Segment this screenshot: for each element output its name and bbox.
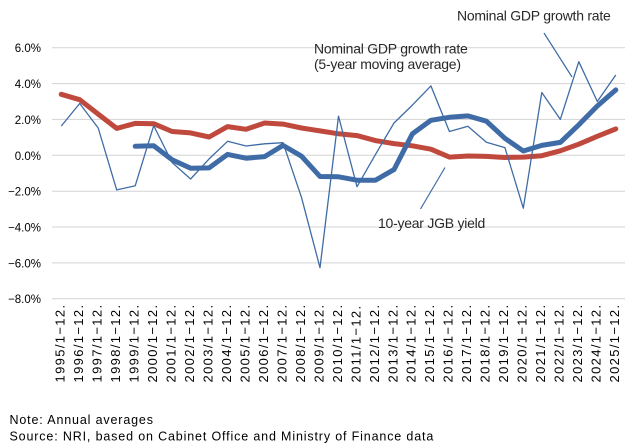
svg-text:2005/1−12.: 2005/1−12. (237, 304, 252, 383)
svg-text:2002/1−12.: 2002/1−12. (182, 304, 197, 383)
svg-text:2013/1−12.: 2013/1−12. (385, 304, 400, 383)
svg-text:1996/1−12.: 1996/1−12. (71, 304, 86, 383)
svg-text:2017/1−12.: 2017/1−12. (459, 304, 474, 383)
svg-text:Nominal GDP growth rate: Nominal GDP growth rate (314, 40, 468, 56)
svg-text:2025/1−12.: 2025/1−12. (607, 304, 622, 383)
svg-text:4.0%: 4.0% (15, 79, 41, 91)
svg-text:2024/1−12.: 2024/1−12. (589, 304, 604, 383)
svg-text:2009/1−12.: 2009/1−12. (311, 304, 326, 383)
svg-text:1995/1−12.: 1995/1−12. (53, 304, 68, 383)
svg-text:2014/1−12.: 2014/1−12. (404, 304, 419, 383)
svg-text:−2.0%: −2.0% (8, 187, 41, 199)
svg-text:10-year JGB yield: 10-year JGB yield (378, 215, 485, 231)
svg-text:2007/1−12.: 2007/1−12. (274, 304, 289, 383)
svg-text:Source: NRI, based on Cabinet: Source: NRI, based on Cabinet Office and… (10, 430, 435, 444)
svg-text:2004/1−12.: 2004/1−12. (219, 304, 234, 383)
svg-text:2023/1−12.: 2023/1−12. (570, 304, 585, 383)
svg-text:6.0%: 6.0% (15, 43, 41, 55)
svg-text:−8.0%: −8.0% (8, 294, 41, 306)
svg-text:2021/1−12.: 2021/1−12. (533, 304, 548, 383)
svg-text:2001/1−12.: 2001/1−12. (163, 304, 178, 383)
svg-text:1998/1−12.: 1998/1−12. (108, 304, 123, 383)
svg-text:2019/1−12.: 2019/1−12. (496, 304, 511, 383)
svg-text:2018/1−12.: 2018/1−12. (478, 304, 493, 383)
svg-text:(5-year moving average): (5-year moving average) (314, 56, 461, 72)
svg-text:2.0%: 2.0% (15, 115, 41, 127)
svg-text:2006/1−12.: 2006/1−12. (256, 304, 271, 383)
svg-text:2010/1−12.: 2010/1−12. (330, 304, 345, 383)
svg-text:1999/1−12.: 1999/1−12. (127, 304, 142, 383)
svg-text:Note: Annual averages: Note: Annual averages (10, 413, 154, 427)
svg-text:2003/1−12.: 2003/1−12. (200, 304, 215, 383)
svg-text:2008/1−12.: 2008/1−12. (293, 304, 308, 383)
svg-text:2022/1−12.: 2022/1−12. (552, 304, 567, 383)
svg-text:0.0%: 0.0% (15, 151, 41, 163)
svg-text:2015/1−12.: 2015/1−12. (422, 304, 437, 383)
svg-text:−6.0%: −6.0% (8, 258, 41, 270)
svg-text:2000/1−12.: 2000/1−12. (145, 304, 160, 383)
svg-text:−4.0%: −4.0% (8, 223, 41, 235)
svg-text:2011/1−12.: 2011/1−12. (348, 305, 363, 383)
svg-text:1997/1−12.: 1997/1−12. (90, 304, 105, 383)
svg-text:Nominal GDP growth rate: Nominal GDP growth rate (457, 7, 611, 23)
svg-text:2012/1−12.: 2012/1−12. (367, 304, 382, 383)
svg-text:2016/1−12.: 2016/1−12. (441, 304, 456, 383)
svg-text:2020/1−12.: 2020/1−12. (515, 304, 530, 383)
